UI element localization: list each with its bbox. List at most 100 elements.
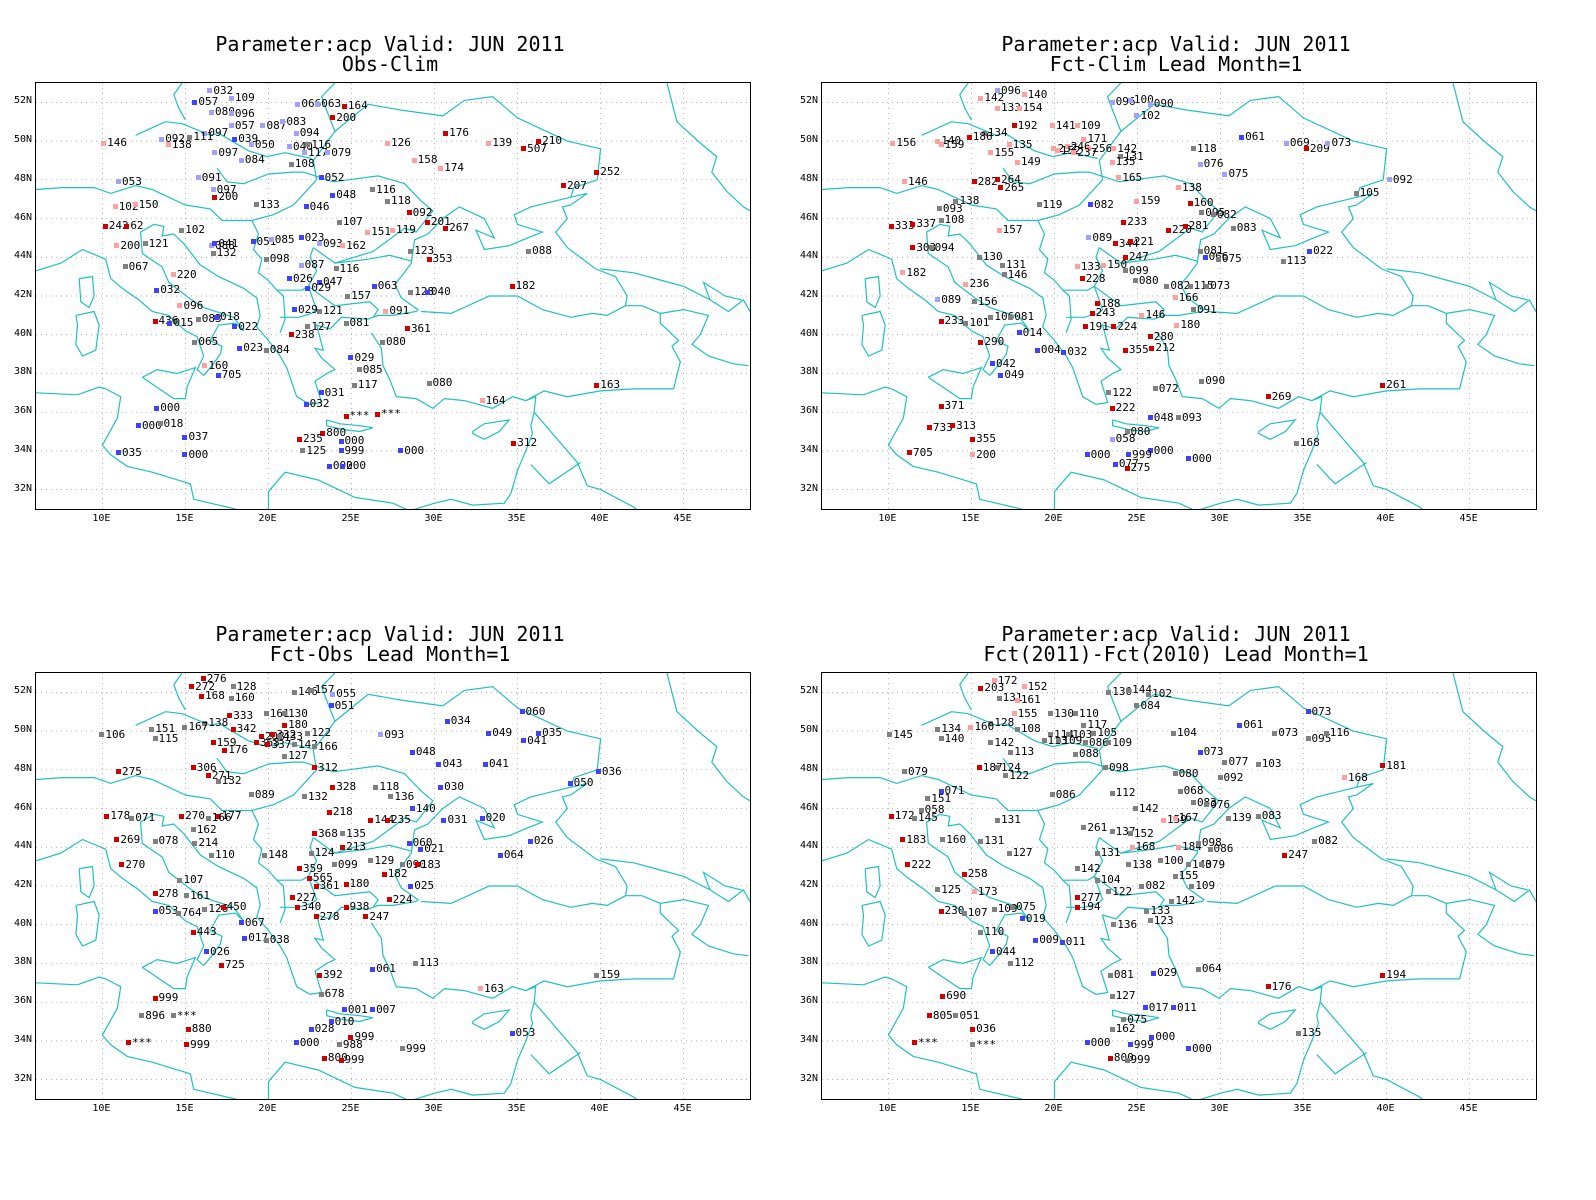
station-value: 073 [1305,706,1331,717]
station-label: 093 [322,236,343,250]
station-label: 043 [442,757,463,770]
lon-tick-label: 15E [175,1103,194,1114]
station-label: 166 [1178,290,1199,304]
panel-title-line1: Parameter:acp Valid: JUN 2011 [215,622,565,646]
station-label: 082 [1318,834,1339,848]
station-label: 131 [1002,691,1023,705]
station-label: 084 [244,153,265,167]
station-value: 258 [961,868,988,879]
station-marker [1008,314,1014,320]
station-marker [1081,136,1087,142]
station-marker [306,875,312,881]
station-label: 192 [1017,118,1038,132]
station-marker [1134,703,1140,709]
coastline [1037,220,1072,334]
station-value: 148 [262,849,288,860]
station-marker [998,185,1004,191]
station-label: 230 [944,904,965,918]
station-marker [1111,146,1117,152]
station-value: 060 [406,837,432,848]
station-value: 117 [1081,719,1107,730]
station-marker [998,372,1004,378]
lon-tick-label: 40E [590,1103,609,1114]
station-label: 342 [236,722,257,736]
panel-fct-clim: Parameter:acp Valid: JUN 2011 Fct-Clim L… [786,0,1546,560]
station-label: 067 [244,915,265,929]
station-marker [594,382,600,388]
station-value: 220 [1166,224,1192,235]
station-marker [293,1040,299,1046]
station-marker [1152,386,1158,392]
lon-tick-label: 10E [878,1103,897,1114]
station-marker [228,695,234,701]
lat-tick-label: 40N [799,327,818,339]
station-marker [497,852,503,858]
station-marker [330,192,336,198]
station-value: 166 [311,741,338,752]
lat-tick-label: 36N [799,995,818,1007]
station-label: 148 [268,848,289,862]
station-marker [343,881,349,887]
station-value: 080 [209,106,235,117]
station-marker [116,450,122,456]
station-marker [175,910,181,916]
station-marker [526,248,532,254]
station-label: 184 [1182,840,1202,854]
station-value: 140 [1021,89,1047,100]
station-label: 233 [944,314,965,328]
lon-tick-label: 25E [341,1103,360,1114]
station-value: 271 [205,770,232,781]
station-value: 184 [1176,841,1202,852]
station-label: 058 [924,803,945,817]
station-label: 069 [1289,136,1310,150]
station-label: 200 [336,110,357,124]
station-label: 097 [216,182,237,196]
coastline [173,673,186,711]
station-marker [426,380,432,386]
station-value: 212 [1149,342,1175,353]
station-marker [408,289,414,295]
station-marker [215,372,221,378]
station-marker [292,742,298,748]
lat-tick-label: 50N [13,724,32,736]
station-marker [297,436,302,442]
station-label: 093 [942,201,963,215]
station-label: 050 [254,137,275,151]
station-marker [1134,198,1140,204]
station-value: 100 [1127,94,1154,105]
station-label: 030 [444,780,465,794]
station-marker [995,817,1000,823]
station-label: 021 [424,842,445,856]
station-label: 109 [1080,118,1101,132]
station-marker [976,254,982,260]
station-label: 000 [141,418,162,432]
station-value: 224 [1111,321,1137,332]
station-label: 053 [158,904,179,918]
station-value: 161 [184,890,210,901]
station-value: 075 [1121,1014,1147,1025]
station-marker [1106,889,1112,895]
station-marker [1380,972,1386,978]
station-label: 565 [312,871,333,885]
station-marker [399,1046,405,1052]
station-marker [260,123,266,129]
station-value: 058 [918,803,945,817]
station-marker [443,225,449,231]
station-label: 131 [1123,149,1144,163]
station-value: 261 [1380,379,1406,390]
station-marker [385,140,391,146]
station-label: 999 [344,443,365,457]
station-marker [152,891,158,897]
station-value: 076 [1197,158,1223,169]
station-marker [935,138,941,144]
station-value: 138 [202,717,228,728]
station-marker [406,840,412,846]
station-label: 160 [208,358,229,372]
station-marker [996,695,1002,701]
station-marker [325,150,331,156]
station-marker [122,264,128,270]
coastline [660,898,749,957]
station-value: 159 [1134,195,1160,206]
coastline [312,247,412,264]
station-value: 064 [1195,963,1222,974]
